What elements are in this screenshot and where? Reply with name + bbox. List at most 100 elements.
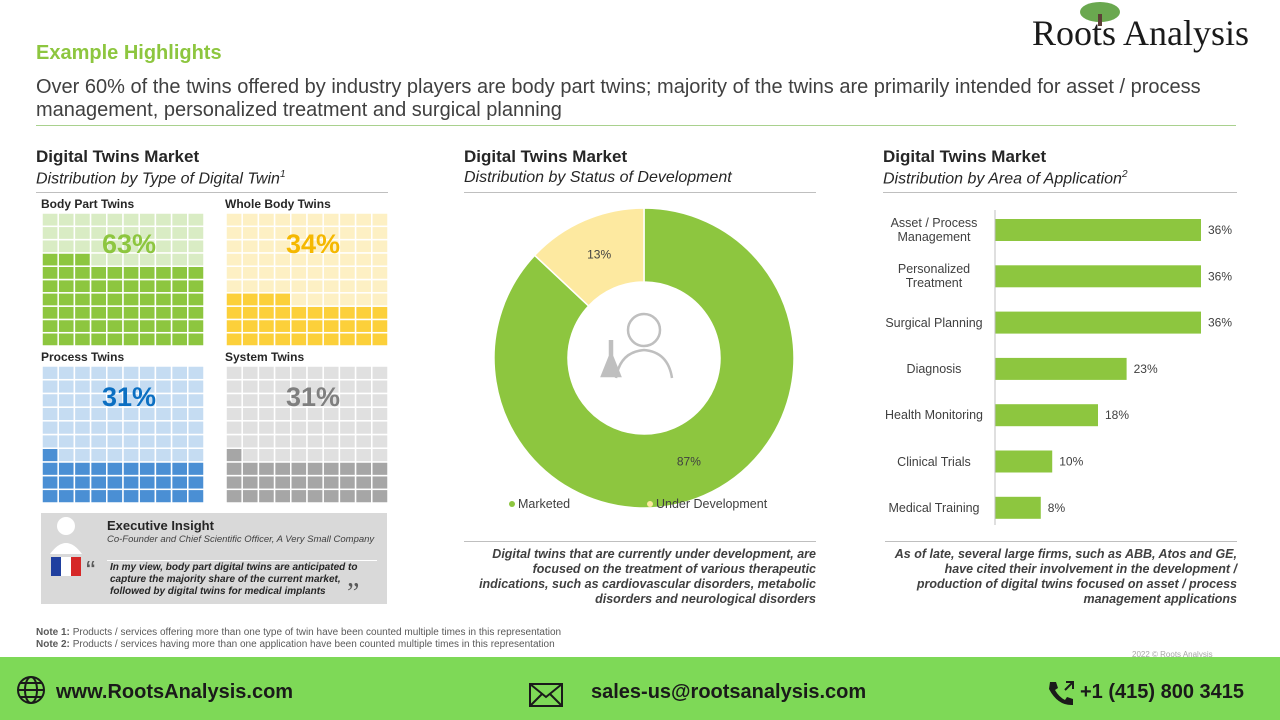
waffle-cell bbox=[257, 305, 276, 321]
waffle-cell bbox=[338, 420, 357, 436]
waffle-cell bbox=[354, 238, 373, 254]
waffle-cell bbox=[290, 265, 308, 281]
insight-quote: In my view, body part digital twins are … bbox=[110, 562, 358, 597]
waffle-cell bbox=[187, 212, 205, 228]
waffle-cell bbox=[122, 474, 140, 491]
waffle-cell bbox=[354, 420, 373, 436]
waffle-cell bbox=[354, 331, 373, 347]
waffle-cell bbox=[322, 447, 341, 463]
waffle-cell bbox=[290, 331, 308, 347]
waffle-cell bbox=[338, 461, 357, 477]
waffle-cell bbox=[257, 365, 276, 381]
waffle-cell bbox=[170, 474, 189, 491]
donut-slice bbox=[533, 207, 645, 308]
waffle-cell bbox=[89, 461, 108, 477]
waffle-value: 34% bbox=[286, 229, 340, 259]
waffle-cell bbox=[338, 474, 357, 491]
waffle-cell bbox=[154, 378, 173, 395]
waffle-cell bbox=[225, 365, 243, 381]
waffle-cell bbox=[257, 238, 276, 254]
waffle-cell bbox=[57, 392, 76, 408]
waffle-cell bbox=[338, 406, 357, 422]
waffle-cell bbox=[122, 365, 140, 381]
waffle-cell bbox=[290, 365, 308, 381]
waffle-cell bbox=[106, 365, 124, 381]
bar bbox=[995, 219, 1201, 241]
waffle-cell bbox=[241, 406, 260, 422]
waffle-cell bbox=[154, 461, 173, 477]
waffle-cell bbox=[306, 474, 324, 491]
legend-label: Marketed bbox=[518, 497, 570, 511]
waffle-cell bbox=[371, 461, 389, 477]
waffle-cell bbox=[122, 305, 140, 321]
waffle-cell bbox=[41, 406, 59, 422]
waffle-cell bbox=[170, 212, 189, 228]
waffle-cell bbox=[57, 365, 76, 381]
waffle-cell bbox=[138, 331, 157, 347]
phone[interactable]: +1 (415) 800 3415 bbox=[1080, 681, 1245, 703]
waffle-cell bbox=[41, 433, 59, 449]
waffle-cell bbox=[170, 252, 189, 267]
waffle-cell bbox=[57, 420, 76, 436]
waffle-cell bbox=[57, 433, 76, 449]
waffle-cell bbox=[89, 318, 108, 334]
waffle-cell bbox=[241, 433, 260, 449]
bar bbox=[995, 450, 1053, 473]
waffle-cell bbox=[73, 331, 92, 347]
waffle-cell bbox=[322, 212, 341, 228]
waffle-cell bbox=[73, 365, 92, 381]
waffle-cell bbox=[225, 292, 243, 307]
waffle-cell bbox=[257, 488, 276, 504]
waffle-cell bbox=[371, 265, 389, 281]
waffle-cell bbox=[354, 318, 373, 334]
waffle-cell bbox=[273, 278, 292, 294]
waffle-cell bbox=[187, 406, 205, 422]
waffle-cell bbox=[138, 365, 157, 381]
section-title: Example Highlights bbox=[36, 42, 222, 64]
note: Note 2: Products / services having more … bbox=[36, 639, 555, 651]
waffle-cell bbox=[354, 488, 373, 504]
headline: Over 60% of the twins offered by industr… bbox=[36, 76, 1201, 121]
insight-icons: “ bbox=[50, 517, 95, 586]
waffle-cell bbox=[154, 447, 173, 463]
waffle-cell bbox=[354, 278, 373, 294]
waffle-cell bbox=[257, 265, 276, 281]
website[interactable]: www.RootsAnalysis.com bbox=[56, 681, 294, 703]
waffle-cell bbox=[257, 225, 276, 241]
waffle-cell bbox=[73, 265, 92, 281]
waffle-cell bbox=[154, 318, 173, 334]
waffle-cell bbox=[138, 420, 157, 436]
waffle-cell bbox=[170, 225, 189, 241]
waffle-cell bbox=[138, 318, 157, 334]
waffle-cell bbox=[241, 292, 260, 307]
waffle-cell bbox=[290, 278, 308, 294]
waffle-cell bbox=[170, 318, 189, 334]
waffle-cell bbox=[290, 292, 308, 307]
waffle-cell bbox=[57, 474, 76, 491]
logo-tree bbox=[1080, 2, 1120, 26]
waffle-cell bbox=[306, 420, 324, 436]
waffle-cell bbox=[170, 378, 189, 395]
waffle-cell bbox=[138, 278, 157, 294]
insight-rule bbox=[107, 560, 377, 561]
bar-category: Surgical Planning bbox=[885, 315, 983, 330]
waffle-cell bbox=[273, 305, 292, 321]
waffle-cell bbox=[257, 318, 276, 334]
waffle-cell bbox=[138, 433, 157, 449]
waffle-cell bbox=[371, 238, 389, 254]
waffle-cell bbox=[257, 212, 276, 228]
waffle-cell bbox=[354, 292, 373, 307]
waffle-cell bbox=[41, 278, 59, 294]
waffle-cell bbox=[290, 318, 308, 334]
chart-subtitle: Distribution by Area of Application2 bbox=[883, 169, 1128, 188]
waffle-cell bbox=[241, 488, 260, 504]
scientist-icon bbox=[600, 312, 674, 379]
email[interactable]: sales-us@rootsanalysis.com bbox=[591, 681, 867, 703]
waffle-cell bbox=[225, 474, 243, 491]
waffle-cell bbox=[122, 461, 140, 477]
waffle-cell bbox=[225, 278, 243, 294]
waffle-cell bbox=[73, 378, 92, 395]
waffle-cell bbox=[187, 378, 205, 395]
note-label: Note 1: bbox=[36, 627, 70, 638]
waffle-cell bbox=[354, 461, 373, 477]
